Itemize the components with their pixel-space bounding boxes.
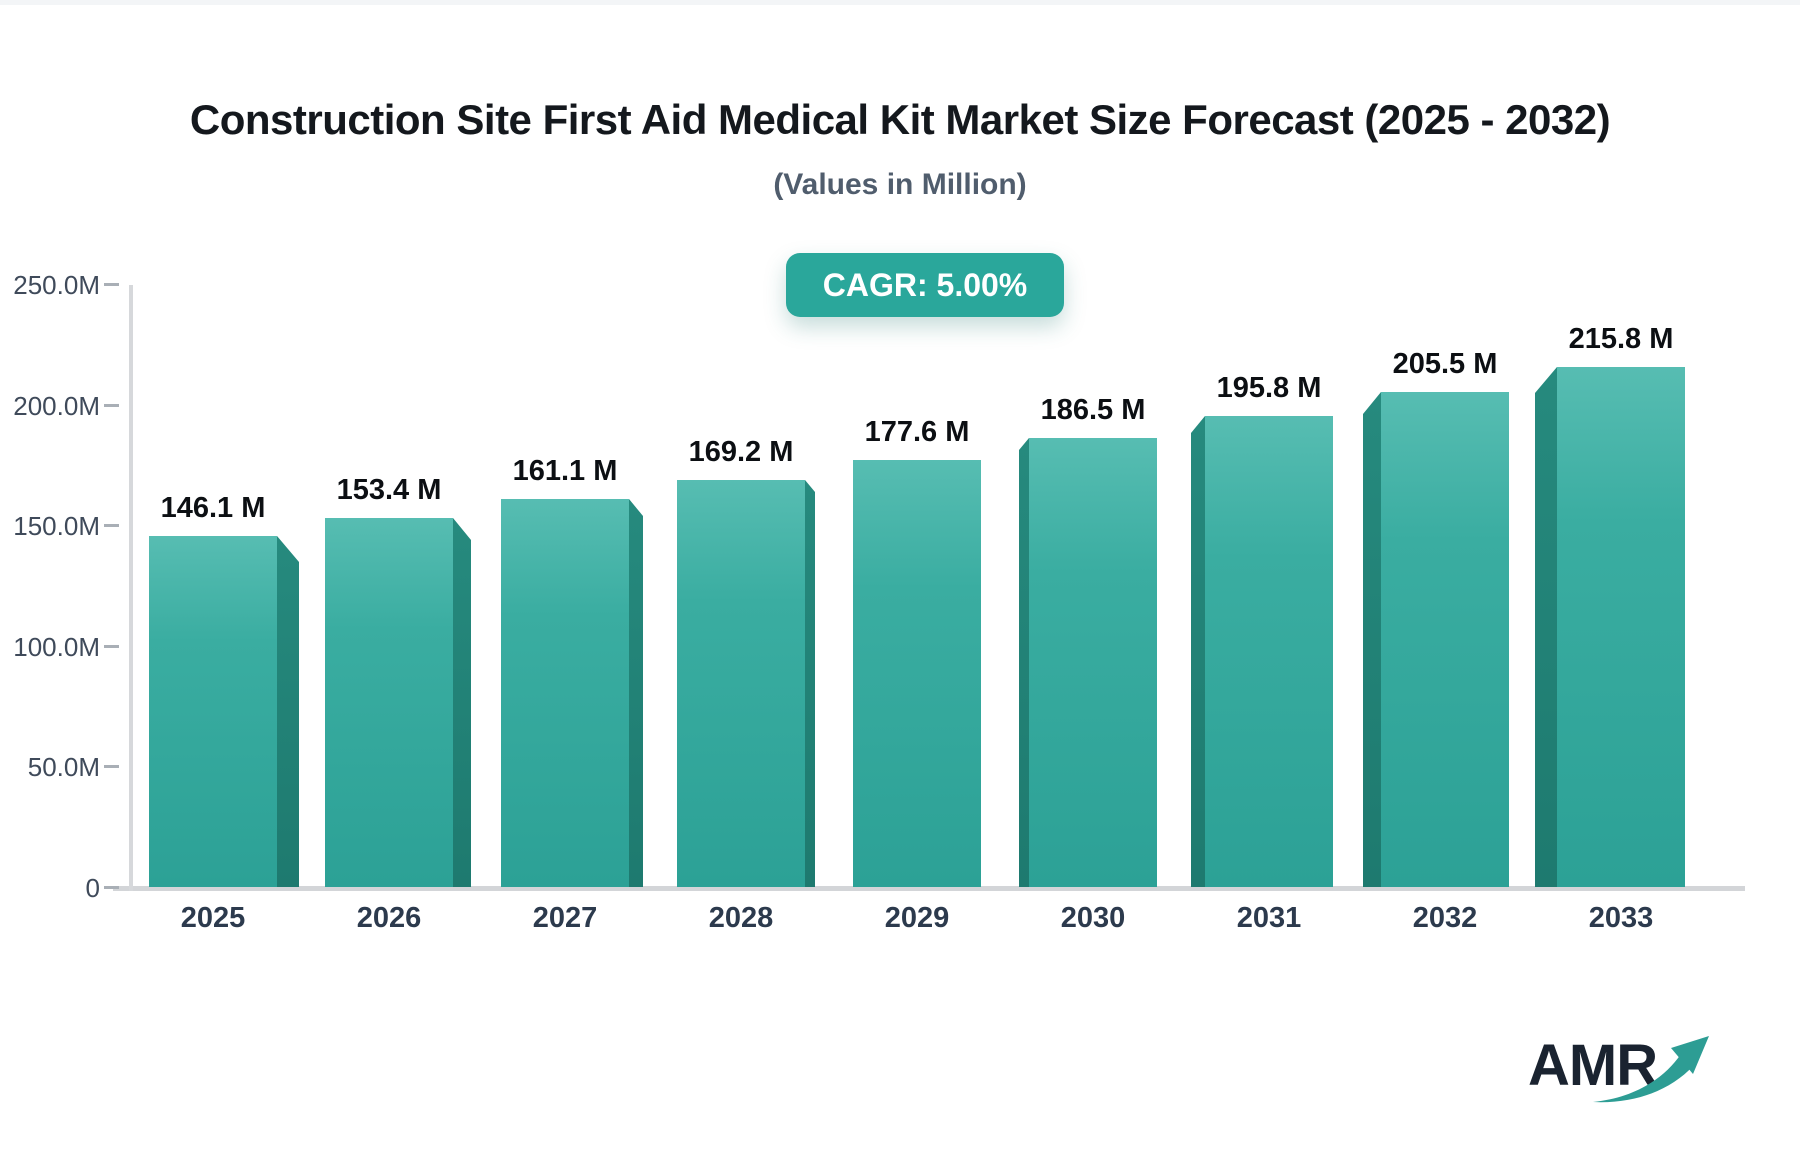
y-tick-label: 150.0M bbox=[13, 511, 100, 541]
cagr-badge: CAGR: 5.00% bbox=[786, 253, 1064, 317]
bar-value-label-2026: 153.4 M bbox=[336, 474, 442, 506]
y-tick-mark bbox=[104, 283, 119, 286]
bar-side-face-2032 bbox=[1363, 392, 1381, 887]
y-tick-mark bbox=[104, 524, 119, 527]
y-tick-label: 250.0M bbox=[13, 270, 100, 300]
bar-side-face-2027 bbox=[629, 499, 643, 887]
x-tick-label-2032: 2032 bbox=[1412, 902, 1478, 934]
bar-side-face-2031 bbox=[1191, 416, 1205, 887]
bar-value-label-2033: 215.8 M bbox=[1568, 323, 1674, 355]
bar-2030 bbox=[1029, 438, 1157, 887]
bar-side-face-2025 bbox=[277, 536, 299, 887]
bar-side-face-2028 bbox=[805, 480, 815, 887]
y-axis-line bbox=[129, 285, 133, 891]
x-tick-label-2025: 2025 bbox=[180, 902, 246, 934]
growth-arrow-icon bbox=[1593, 1036, 1709, 1103]
chart-title: Construction Site First Aid Medical Kit … bbox=[189, 96, 1611, 143]
chart-subtitle: (Values in Million) bbox=[773, 168, 1027, 201]
x-tick-label-2026: 2026 bbox=[356, 902, 422, 934]
bar-2029 bbox=[853, 460, 981, 887]
y-tick-mark bbox=[104, 886, 119, 889]
y-tick-mark bbox=[104, 404, 119, 407]
y-tick-mark bbox=[104, 765, 119, 768]
bar-2033 bbox=[1557, 367, 1685, 887]
bar-value-label-2027: 161.1 M bbox=[512, 455, 618, 487]
bar-2025 bbox=[149, 536, 277, 887]
bar-value-label-2032: 205.5 M bbox=[1392, 348, 1498, 380]
bar-value-label-2028: 169.2 M bbox=[688, 436, 794, 468]
bar-side-face-2026 bbox=[453, 518, 471, 887]
bar-side-face-2030 bbox=[1019, 438, 1029, 887]
x-tick-label-2029: 2029 bbox=[884, 902, 950, 934]
bar-2032 bbox=[1381, 392, 1509, 887]
x-tick-label-2027: 2027 bbox=[532, 902, 598, 934]
bar-value-label-2029: 177.6 M bbox=[864, 416, 970, 448]
x-tick-label-2028: 2028 bbox=[708, 902, 774, 934]
bar-2031 bbox=[1205, 416, 1333, 887]
bar-value-label-2025: 146.1 M bbox=[160, 492, 266, 524]
y-tick-label: 50.0M bbox=[27, 752, 100, 782]
amr-logo: AMR bbox=[1528, 1032, 1728, 1122]
bar-side-face-2033 bbox=[1535, 367, 1557, 887]
bar-2028 bbox=[677, 480, 805, 887]
y-tick-label: 200.0M bbox=[13, 391, 100, 421]
x-axis-baseline bbox=[113, 886, 1745, 891]
bar-2027 bbox=[501, 499, 629, 887]
y-tick-mark bbox=[104, 645, 119, 648]
x-tick-label-2030: 2030 bbox=[1060, 902, 1126, 934]
y-tick-label: 0 bbox=[85, 873, 100, 903]
bar-value-label-2030: 186.5 M bbox=[1040, 394, 1146, 426]
x-tick-label-2031: 2031 bbox=[1236, 902, 1302, 934]
card-top-edge bbox=[0, 0, 1800, 5]
bar-value-label-2031: 195.8 M bbox=[1216, 372, 1322, 404]
amr-logo-text: AMR bbox=[1528, 1033, 1658, 1098]
y-tick-label: 100.0M bbox=[13, 632, 100, 662]
x-tick-label-2033: 2033 bbox=[1588, 902, 1654, 934]
bar-2026 bbox=[325, 518, 453, 887]
